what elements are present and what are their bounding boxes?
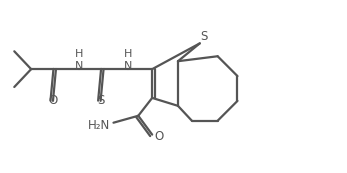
Text: H₂N: H₂N — [88, 119, 110, 132]
Text: H
N: H N — [124, 49, 133, 71]
Text: O: O — [48, 94, 58, 107]
Text: S: S — [200, 30, 208, 43]
Text: O: O — [154, 130, 164, 143]
Text: H
N: H N — [75, 49, 83, 71]
Text: S: S — [97, 94, 104, 107]
